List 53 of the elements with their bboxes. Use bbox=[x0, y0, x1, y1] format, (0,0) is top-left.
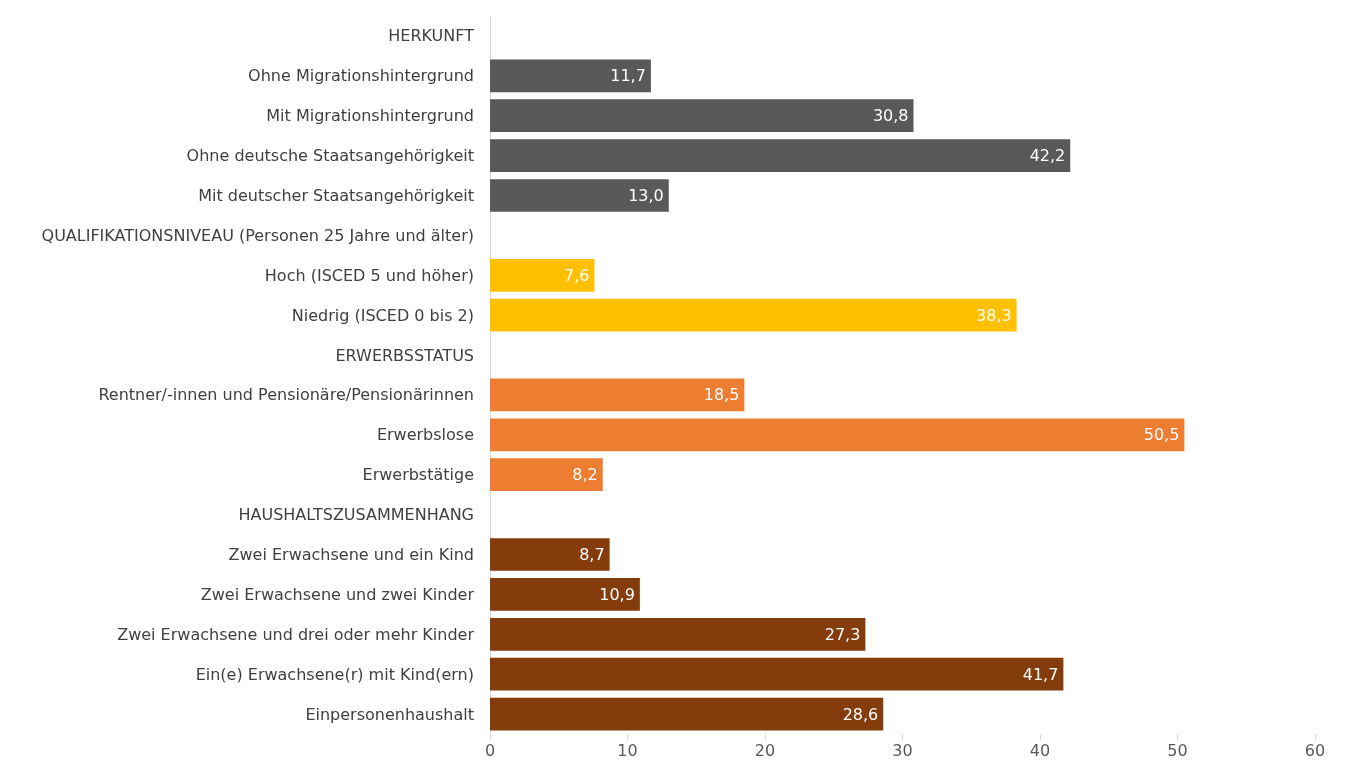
y-tick-label: QUALIFIKATIONSNIVEAU (Personen 25 Jahre und älter) bbox=[41, 225, 474, 245]
data-label: 8,2 bbox=[572, 465, 598, 485]
bar bbox=[490, 578, 640, 611]
data-label: 50,5 bbox=[1143, 425, 1180, 445]
data-label: 18,5 bbox=[703, 385, 740, 405]
x-tick-label: 40 bbox=[1029, 740, 1051, 760]
y-tick-label: Niedrig (ISCED 0 bis 2) bbox=[291, 305, 474, 325]
y-tick-label: Zwei Erwachsene und zwei Kinder bbox=[200, 584, 475, 604]
y-tick-label: HAUSHALTSZUSAMMENHANG bbox=[238, 505, 474, 525]
y-tick-label: HERKUNFT bbox=[388, 26, 475, 46]
data-label: 11,7 bbox=[610, 66, 646, 86]
bar bbox=[490, 258, 595, 292]
data-label: 28,6 bbox=[842, 704, 879, 724]
y-tick-label: Hoch (ISCED 5 und höher) bbox=[264, 265, 474, 285]
y-tick-label: Ohne Migrationshintergrund bbox=[248, 66, 474, 86]
x-tick-label: 60 bbox=[1304, 740, 1326, 760]
bar bbox=[490, 99, 914, 133]
bar bbox=[490, 697, 884, 731]
data-label: 42,2 bbox=[1029, 146, 1066, 166]
y-tick-label: Mit Migrationshintergrund bbox=[266, 106, 474, 126]
y-tick-label: Zwei Erwachsene und ein Kind bbox=[228, 545, 474, 564]
y-tick-label: Rentner/-innen und Pensionäre/Pensionärinnen bbox=[98, 385, 474, 405]
y-tick-label: Mit deutscher Staatsangehörigkeit bbox=[198, 186, 474, 205]
x-tick-label: 50 bbox=[1167, 740, 1188, 760]
data-label: 27,3 bbox=[824, 624, 861, 644]
bar bbox=[490, 538, 610, 571]
data-label: 7,6 bbox=[564, 265, 590, 285]
x-tick-label: 10 bbox=[617, 740, 638, 760]
data-label: 38,3 bbox=[976, 305, 1012, 325]
bar bbox=[490, 657, 1064, 691]
y-tick-label: Ohne deutsche Staatsangehörigkeit bbox=[186, 146, 474, 166]
y-tick-label: Ein(e) Erwachsene(r) mit Kind(ern) bbox=[195, 664, 474, 684]
bar bbox=[490, 418, 1185, 452]
y-tick-label: Erwerbstätige bbox=[362, 465, 474, 485]
y-tick-label: Erwerbslose bbox=[376, 425, 474, 445]
bar bbox=[490, 378, 745, 412]
x-tick-label: 20 bbox=[754, 740, 776, 760]
bar bbox=[490, 179, 669, 212]
bar bbox=[490, 458, 603, 492]
data-label: 8,7 bbox=[579, 545, 605, 564]
x-tick-label: 30 bbox=[892, 740, 913, 760]
bar bbox=[490, 617, 866, 651]
data-label: 41,7 bbox=[1022, 664, 1059, 684]
y-tick-label: Zwei Erwachsene und drei oder mehr Kinder bbox=[117, 624, 475, 644]
bar bbox=[490, 139, 1071, 172]
data-label: 30,8 bbox=[872, 106, 909, 126]
bar bbox=[490, 298, 1017, 332]
data-label: 13,0 bbox=[628, 186, 664, 205]
x-tick-label: 0 bbox=[484, 740, 496, 760]
data-label: 10,9 bbox=[599, 584, 635, 604]
y-tick-label: Einpersonenhaushalt bbox=[305, 704, 474, 724]
bar bbox=[490, 59, 651, 93]
y-tick-label: ERWERBSSTATUS bbox=[335, 345, 474, 365]
